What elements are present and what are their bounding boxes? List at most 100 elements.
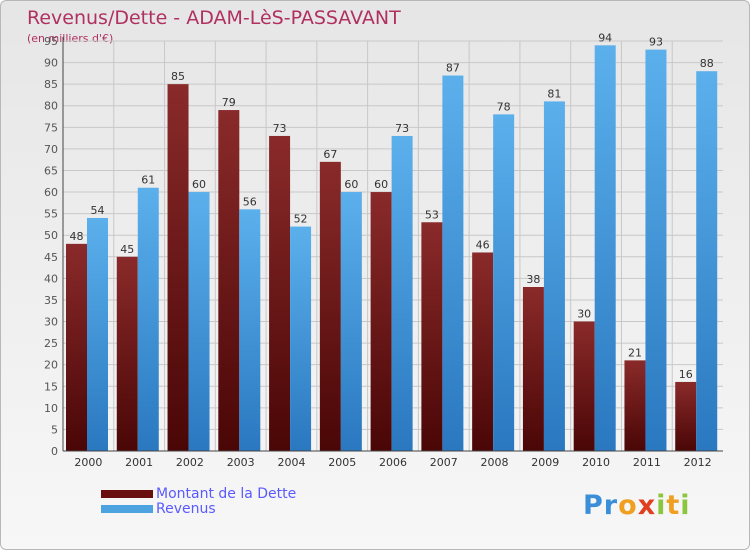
- y-tick-label: 65: [44, 164, 58, 177]
- logo-letter: o: [618, 490, 638, 521]
- bar-dette: [116, 256, 138, 451]
- value-label-revenus: 60: [192, 178, 206, 191]
- bar-revenus: [340, 192, 362, 452]
- bar-revenus: [188, 192, 210, 452]
- bar-revenus: [442, 75, 464, 452]
- x-tick-label: 2009: [531, 456, 559, 469]
- y-tick-label: 50: [44, 229, 58, 242]
- x-tick-label: 2012: [684, 456, 712, 469]
- bar-dette: [624, 360, 646, 451]
- y-tick-label: 80: [44, 100, 58, 113]
- bar-revenus: [696, 71, 718, 452]
- bar-dette: [319, 161, 341, 451]
- value-label-revenus: 60: [344, 178, 358, 191]
- value-label-revenus: 78: [497, 100, 511, 113]
- value-label-revenus: 73: [395, 122, 409, 135]
- y-tick-label: 85: [44, 78, 58, 91]
- y-tick-label: 15: [44, 380, 58, 393]
- value-label-dette: 60: [374, 178, 388, 191]
- value-label-dette: 53: [425, 208, 439, 221]
- x-tick-label: 2003: [227, 456, 255, 469]
- y-tick-label: 25: [44, 337, 58, 350]
- bar-revenus: [290, 226, 312, 451]
- value-label-dette: 73: [273, 122, 287, 135]
- y-tick-label: 90: [44, 57, 58, 70]
- chart-subtitle: (en milliers d'€): [27, 32, 114, 45]
- value-label-revenus: 54: [91, 204, 105, 217]
- logo-letter: i: [680, 490, 691, 521]
- bar-dette: [573, 321, 595, 451]
- x-tick-label: 2011: [633, 456, 661, 469]
- x-tick-label: 2007: [430, 456, 458, 469]
- legend-swatch-debt: [101, 490, 153, 498]
- bar-dette: [675, 381, 697, 451]
- value-label-revenus: 61: [141, 174, 155, 187]
- x-tick-label: 2002: [176, 456, 204, 469]
- bars: [66, 45, 718, 452]
- legend-swatch-revenus: [101, 505, 153, 513]
- value-label-dette: 16: [679, 368, 693, 381]
- bar-revenus: [594, 45, 616, 451]
- bar-revenus: [239, 209, 261, 451]
- chart-title: Revenus/Dette - ADAM-LèS-PASSAVANT: [27, 7, 401, 29]
- y-tick-label: 0: [51, 445, 58, 458]
- bar-revenus: [137, 187, 159, 451]
- bar-dette: [421, 222, 443, 451]
- bar-dette: [218, 110, 240, 451]
- x-tick-label: 2006: [379, 456, 407, 469]
- bar-dette: [167, 84, 189, 451]
- value-label-revenus: 56: [243, 195, 257, 208]
- y-tick-label: 5: [51, 423, 58, 436]
- proxiti-logo: Proxiti: [583, 490, 691, 521]
- value-label-dette: 46: [476, 238, 490, 251]
- value-label-revenus: 88: [700, 57, 714, 70]
- x-tick-label: 2001: [125, 456, 153, 469]
- bar-revenus: [391, 135, 413, 451]
- value-label-dette: 38: [526, 273, 540, 286]
- y-tick-label: 60: [44, 186, 58, 199]
- y-tick-label: 45: [44, 251, 58, 264]
- x-tick-label: 2010: [582, 456, 610, 469]
- value-label-revenus: 93: [649, 36, 663, 49]
- y-tick-label: 95: [44, 35, 58, 48]
- value-label-revenus: 87: [446, 62, 460, 75]
- value-label-dette: 30: [577, 308, 591, 321]
- logo-letter: P: [583, 490, 604, 521]
- y-tick-label: 40: [44, 272, 58, 285]
- x-tick-label: 2008: [481, 456, 509, 469]
- bar-dette: [66, 243, 87, 451]
- bar-dette: [522, 287, 544, 451]
- legend-label-revenus: Revenus: [156, 501, 216, 517]
- value-label-dette: 48: [70, 230, 84, 243]
- x-tick-label: 2005: [328, 456, 356, 469]
- y-tick-label: 35: [44, 294, 58, 307]
- value-label-revenus: 81: [547, 87, 561, 100]
- y-tick-label: 75: [44, 121, 58, 134]
- value-label-revenus: 52: [294, 213, 308, 226]
- x-tick-label: 2004: [277, 456, 305, 469]
- labels: 0 5 10 15 20 25 30 35 40 45 50 55 60 65 70 75 80 85 90 95 48…: [44, 31, 714, 469]
- bar-revenus: [543, 101, 565, 451]
- y-tick-label: 55: [44, 208, 58, 221]
- bar-dette: [370, 192, 392, 452]
- value-label-dette: 67: [323, 148, 337, 161]
- logo-letter: x: [637, 490, 657, 521]
- bar-revenus: [493, 114, 515, 452]
- bar-revenus: [645, 49, 667, 451]
- value-label-dette: 21: [628, 346, 642, 359]
- logo-letter: t: [666, 490, 681, 521]
- legend-label-debt: Montant de la Dette: [156, 486, 297, 502]
- bar-revenus: [87, 217, 108, 451]
- value-label-dette: 79: [222, 96, 236, 109]
- bar-dette: [472, 252, 494, 451]
- y-tick-label: 30: [44, 316, 58, 329]
- y-tick-label: 10: [44, 402, 58, 415]
- x-tick-label: 2000: [74, 456, 102, 469]
- y-tick-label: 70: [44, 143, 58, 156]
- axes: [62, 37, 723, 452]
- logo-letter: r: [603, 490, 619, 521]
- bar-dette: [269, 135, 291, 451]
- value-label-dette: 45: [120, 243, 134, 256]
